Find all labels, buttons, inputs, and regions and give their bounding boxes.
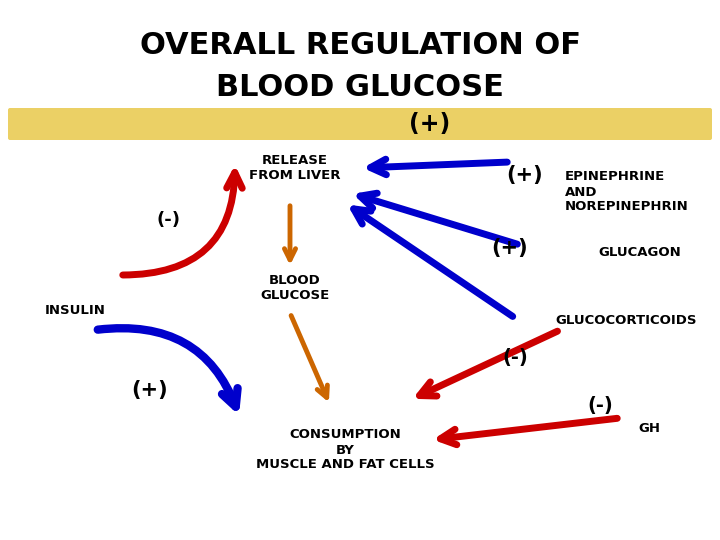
Text: INSULIN: INSULIN	[45, 303, 105, 316]
Text: (+): (+)	[507, 165, 544, 185]
Text: (+): (+)	[410, 112, 451, 136]
Text: GLUCOCORTICOIDS: GLUCOCORTICOIDS	[555, 314, 696, 327]
Text: (-): (-)	[156, 211, 180, 229]
Text: OVERALL REGULATION OF: OVERALL REGULATION OF	[140, 30, 580, 59]
Text: EPINEPHRINE
AND
NOREPINEPHRIN: EPINEPHRINE AND NOREPINEPHRIN	[565, 171, 689, 213]
FancyBboxPatch shape	[8, 108, 712, 140]
Text: (-): (-)	[502, 348, 528, 368]
Text: GH: GH	[638, 422, 660, 435]
Text: CONSUMPTION
BY
MUSCLE AND FAT CELLS: CONSUMPTION BY MUSCLE AND FAT CELLS	[256, 429, 434, 471]
Text: (+): (+)	[132, 380, 168, 400]
Text: GLUCAGON: GLUCAGON	[598, 246, 680, 260]
Text: (-): (-)	[587, 395, 613, 415]
Text: RELEASE
FROM LIVER: RELEASE FROM LIVER	[249, 154, 341, 182]
Text: (+): (+)	[492, 238, 528, 258]
Text: BLOOD
GLUCOSE: BLOOD GLUCOSE	[261, 274, 330, 302]
Text: BLOOD GLUCOSE: BLOOD GLUCOSE	[216, 73, 504, 103]
